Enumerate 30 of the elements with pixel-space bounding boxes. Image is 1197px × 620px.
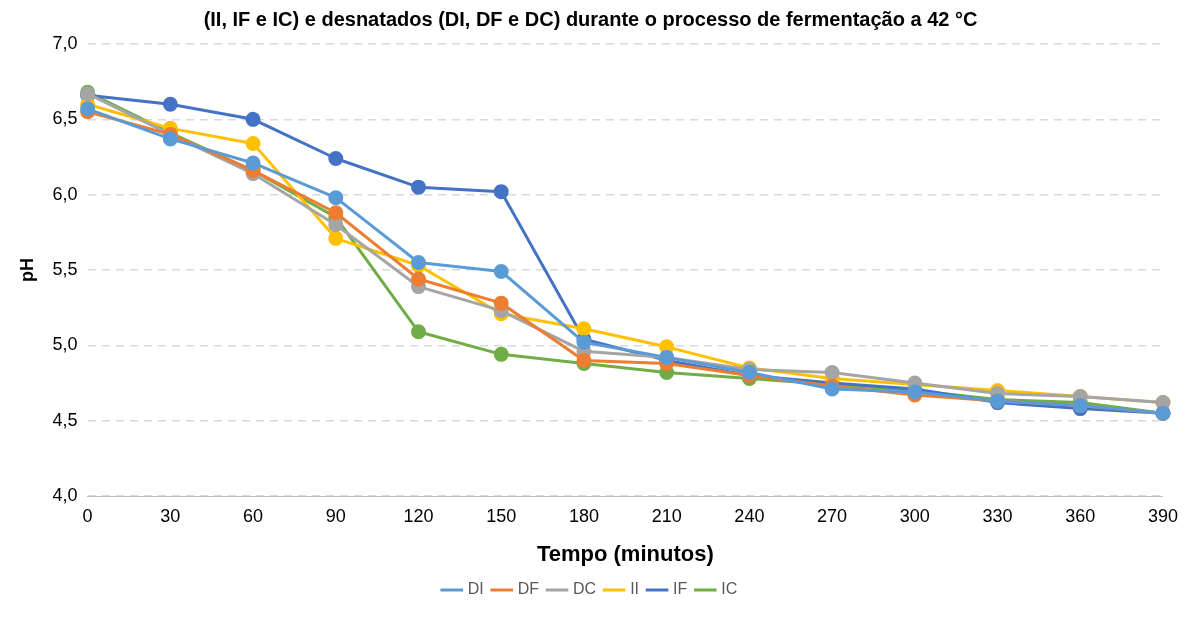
x-tick-label: 0 — [82, 505, 93, 526]
x-tick-label: 30 — [160, 505, 181, 526]
x-tick-label: 390 — [1147, 505, 1179, 526]
x-tick-label: 180 — [568, 505, 599, 526]
y-tick-label: 6,0 — [52, 183, 78, 204]
legend-label: II — [630, 580, 640, 598]
x-tick-label: 60 — [243, 505, 264, 526]
y-axis-title: pH — [16, 258, 37, 282]
chart-title: (II, IF e IC) e desnatados (DI, DF e DC) durante o processo de fermentação a 42 °C — [203, 7, 978, 30]
x-tick-label: 210 — [651, 505, 682, 526]
x-tick-label: 300 — [899, 505, 930, 526]
y-tick-label: 5,5 — [52, 258, 78, 279]
legend-label: DI — [467, 580, 484, 598]
y-tick-label: 5,0 — [52, 334, 78, 355]
x-tick-label: 240 — [734, 505, 765, 526]
x-tick-label: 90 — [325, 505, 346, 526]
y-tick-label: 4,5 — [52, 409, 78, 430]
legend-label: IF — [673, 580, 688, 598]
x-tick-label: 330 — [982, 505, 1013, 526]
x-tick-label: 360 — [1065, 505, 1096, 526]
y-tick-label: 6,5 — [52, 108, 78, 129]
x-tick-label: 120 — [403, 505, 434, 526]
legend-label: IC — [721, 580, 738, 598]
x-tick-label: 150 — [486, 505, 517, 526]
legend-label: DF — [517, 580, 540, 598]
x-axis-title: Tempo (minutos) — [536, 540, 714, 566]
x-tick-label: 270 — [817, 505, 848, 526]
legend-label: DC — [573, 580, 597, 598]
y-tick-label: 7,0 — [52, 32, 78, 53]
y-tick-label: 4,0 — [52, 484, 78, 505]
